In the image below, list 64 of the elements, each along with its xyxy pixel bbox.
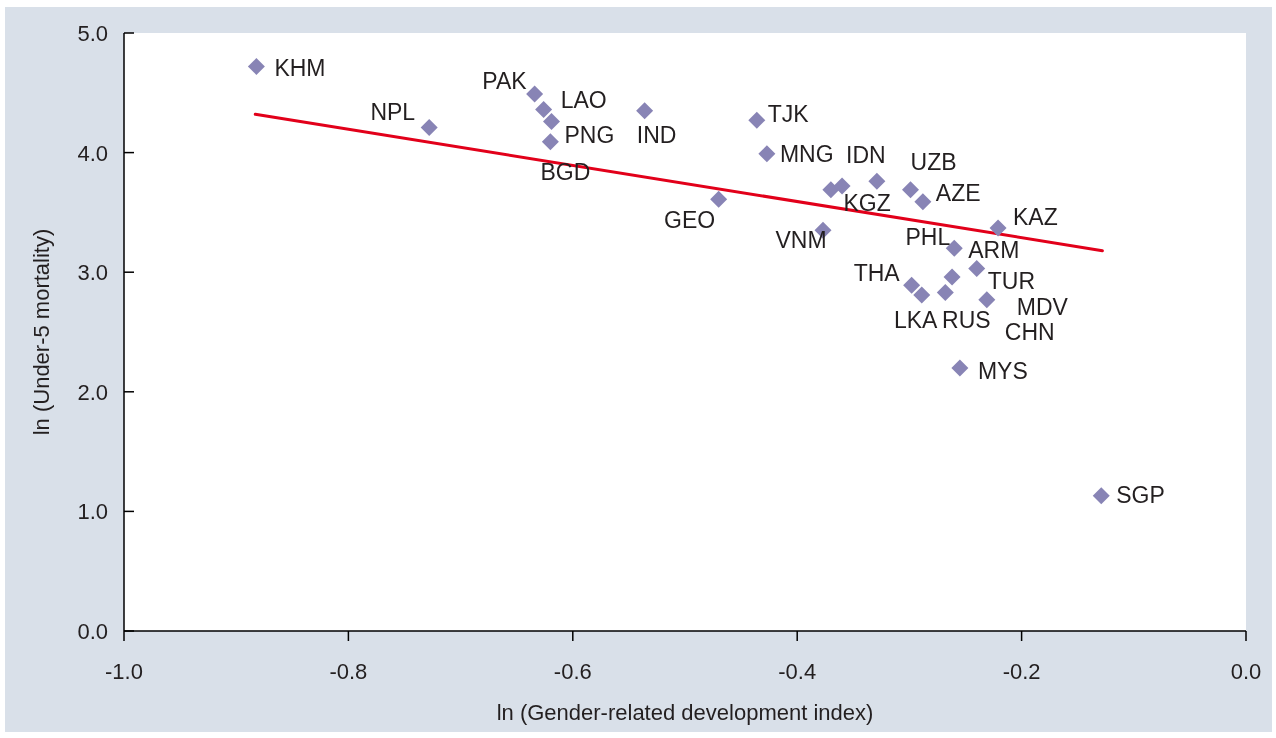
annotation: RUS [942, 306, 991, 333]
annotation: VNM [775, 227, 827, 254]
x-tick-label: -0.2 [1002, 658, 1041, 684]
annotation: SGP [1116, 481, 1165, 508]
annotation: MDV [1016, 293, 1069, 320]
x-tick-label: -0.6 [553, 658, 592, 684]
point [951, 359, 969, 377]
annotation: NPL [370, 99, 416, 126]
y-tick-label: 1.0 [77, 498, 108, 524]
annotation: IND [636, 121, 677, 148]
point [968, 260, 986, 278]
point [1092, 487, 1110, 505]
point [902, 181, 920, 199]
annotation: GEO [664, 207, 716, 234]
annotation: KGZ [843, 190, 891, 217]
annotation: TJK [767, 101, 810, 128]
point [420, 118, 438, 136]
y-tick-label: 5.0 [77, 20, 108, 46]
x-tick-label: -0.8 [329, 658, 368, 684]
y-tick-label: 2.0 [77, 379, 108, 405]
point [636, 102, 654, 120]
annotation: ARM [968, 237, 1020, 264]
point [903, 276, 921, 294]
point [526, 85, 544, 103]
point [913, 286, 931, 304]
point [541, 133, 559, 151]
annotation: KAZ [1013, 203, 1058, 230]
point [535, 101, 553, 119]
y-tick-label: 0.0 [77, 618, 108, 644]
point [868, 172, 886, 190]
annotation: AZE [935, 179, 981, 206]
annotation: CHN [1004, 318, 1055, 345]
annotation: LKA [894, 306, 939, 333]
annotation: KHM [274, 55, 326, 82]
annotation: IDN [846, 142, 886, 169]
point [710, 190, 728, 208]
annotation: UZB [910, 148, 957, 175]
point [943, 268, 961, 286]
y-tick-label: 4.0 [77, 140, 108, 166]
annotation: LAO [560, 86, 607, 113]
point [989, 219, 1007, 237]
point [936, 284, 954, 302]
point [748, 111, 766, 129]
x-tick-label: -0.4 [778, 658, 817, 684]
annotation: PHL [905, 224, 951, 251]
point [758, 145, 776, 163]
point [822, 181, 840, 199]
annotation: MNG [779, 140, 834, 167]
y-axis-title: ln (Under-5 mortality) [28, 228, 54, 436]
x-axis-title: ln (Gender-related development index) [496, 699, 874, 725]
x-tick-label: -1.0 [105, 658, 143, 684]
point [542, 113, 560, 130]
point [833, 177, 851, 195]
point [247, 57, 265, 75]
annotation: BGD [540, 158, 591, 185]
point [978, 291, 996, 309]
annotation: PAK [482, 68, 528, 94]
x-tick-label: 0.0 [1230, 658, 1262, 684]
point [914, 193, 932, 211]
annotation: MYS [977, 357, 1028, 384]
annotation: PNG [564, 121, 615, 148]
y-tick-label: 3.0 [77, 259, 108, 285]
annotation: THA [853, 260, 901, 287]
annotation: TUR [987, 267, 1035, 294]
